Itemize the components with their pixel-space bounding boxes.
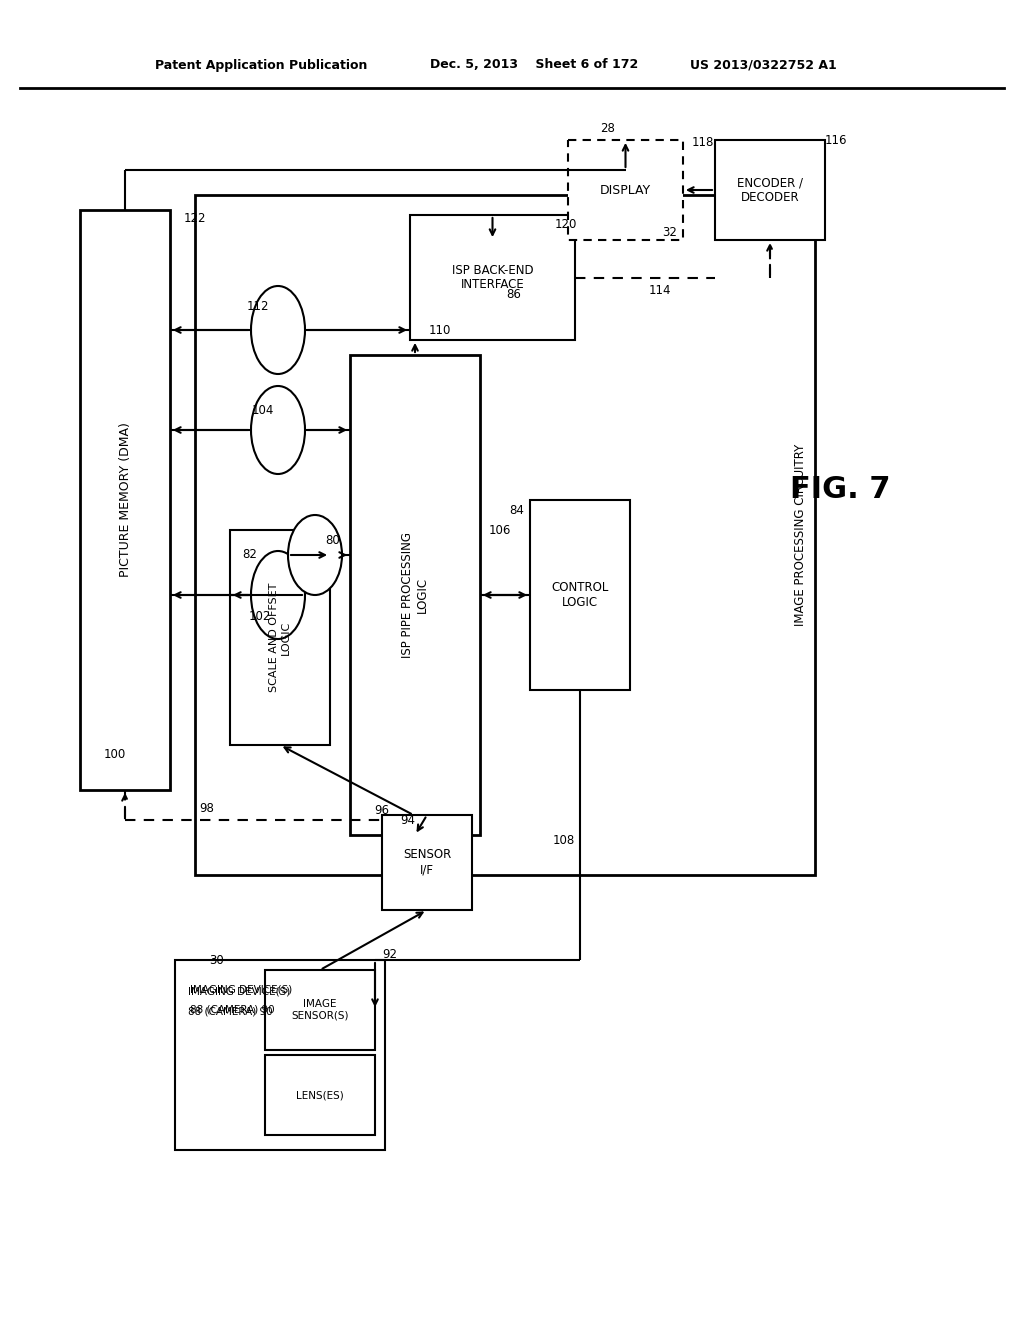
- Text: 82: 82: [243, 549, 257, 561]
- Text: LENS(ES): LENS(ES): [296, 1090, 344, 1100]
- Text: 92: 92: [383, 949, 397, 961]
- Text: 102: 102: [249, 610, 271, 623]
- Bar: [175, 960, 385, 1150]
- Text: ISP PIPE PROCESSING
LOGIC: ISP PIPE PROCESSING LOGIC: [401, 532, 429, 657]
- Ellipse shape: [251, 286, 305, 374]
- Text: ENCODER /
DECODER: ENCODER / DECODER: [737, 176, 803, 205]
- Bar: [382, 814, 472, 909]
- Bar: [715, 140, 825, 240]
- Text: 30: 30: [210, 953, 224, 966]
- Bar: [80, 210, 170, 789]
- Text: ISP BACK-END
INTERFACE: ISP BACK-END INTERFACE: [452, 264, 534, 292]
- Text: 122: 122: [183, 211, 206, 224]
- Text: 118: 118: [692, 136, 714, 149]
- Text: IMAGE PROCESSING CIRCUITRY: IMAGE PROCESSING CIRCUITRY: [795, 444, 808, 626]
- Text: US 2013/0322752 A1: US 2013/0322752 A1: [690, 58, 837, 71]
- Text: 120: 120: [555, 219, 578, 231]
- Bar: [568, 140, 683, 240]
- Text: CONTROL
LOGIC: CONTROL LOGIC: [551, 581, 608, 609]
- Ellipse shape: [288, 515, 342, 595]
- Bar: [265, 1055, 375, 1135]
- Text: IMAGE
SENSOR(S): IMAGE SENSOR(S): [291, 999, 349, 1020]
- Bar: [230, 531, 330, 744]
- Text: 88 (CAMERA) 90: 88 (CAMERA) 90: [190, 1005, 274, 1015]
- Text: 110: 110: [429, 323, 452, 337]
- Text: PICTURE MEMORY (DMA): PICTURE MEMORY (DMA): [119, 422, 131, 577]
- Text: Dec. 5, 2013    Sheet 6 of 172: Dec. 5, 2013 Sheet 6 of 172: [430, 58, 638, 71]
- Text: 94: 94: [400, 813, 416, 826]
- Text: DISPLAY: DISPLAY: [600, 183, 651, 197]
- Text: 80: 80: [326, 533, 340, 546]
- Text: SCALE AND OFFSET
LOGIC: SCALE AND OFFSET LOGIC: [269, 583, 291, 692]
- Text: 86: 86: [507, 289, 521, 301]
- Text: 32: 32: [663, 226, 678, 239]
- Bar: [350, 355, 480, 836]
- Text: FIG. 7: FIG. 7: [790, 475, 890, 504]
- Ellipse shape: [251, 385, 305, 474]
- Text: 96: 96: [375, 804, 389, 817]
- Ellipse shape: [251, 550, 305, 639]
- Text: 28: 28: [600, 121, 615, 135]
- Text: 116: 116: [824, 133, 847, 147]
- Text: 104: 104: [252, 404, 274, 417]
- Text: 98: 98: [200, 801, 214, 814]
- Bar: [195, 195, 815, 875]
- Text: 106: 106: [488, 524, 511, 536]
- Text: 88 (CAMERA) 90: 88 (CAMERA) 90: [188, 1007, 272, 1016]
- Text: 112: 112: [247, 300, 269, 313]
- Text: 108: 108: [553, 833, 575, 846]
- Bar: [530, 500, 630, 690]
- Text: 100: 100: [103, 748, 126, 762]
- Text: SENSOR
I/F: SENSOR I/F: [402, 849, 452, 876]
- Bar: [265, 970, 375, 1049]
- Text: IMAGING DEVICE(S): IMAGING DEVICE(S): [190, 985, 292, 995]
- Text: 84: 84: [510, 503, 524, 516]
- Bar: [410, 215, 575, 341]
- Text: IMAGING DEVICE(S): IMAGING DEVICE(S): [188, 987, 290, 997]
- Text: 114: 114: [649, 284, 672, 297]
- Text: Patent Application Publication: Patent Application Publication: [155, 58, 368, 71]
